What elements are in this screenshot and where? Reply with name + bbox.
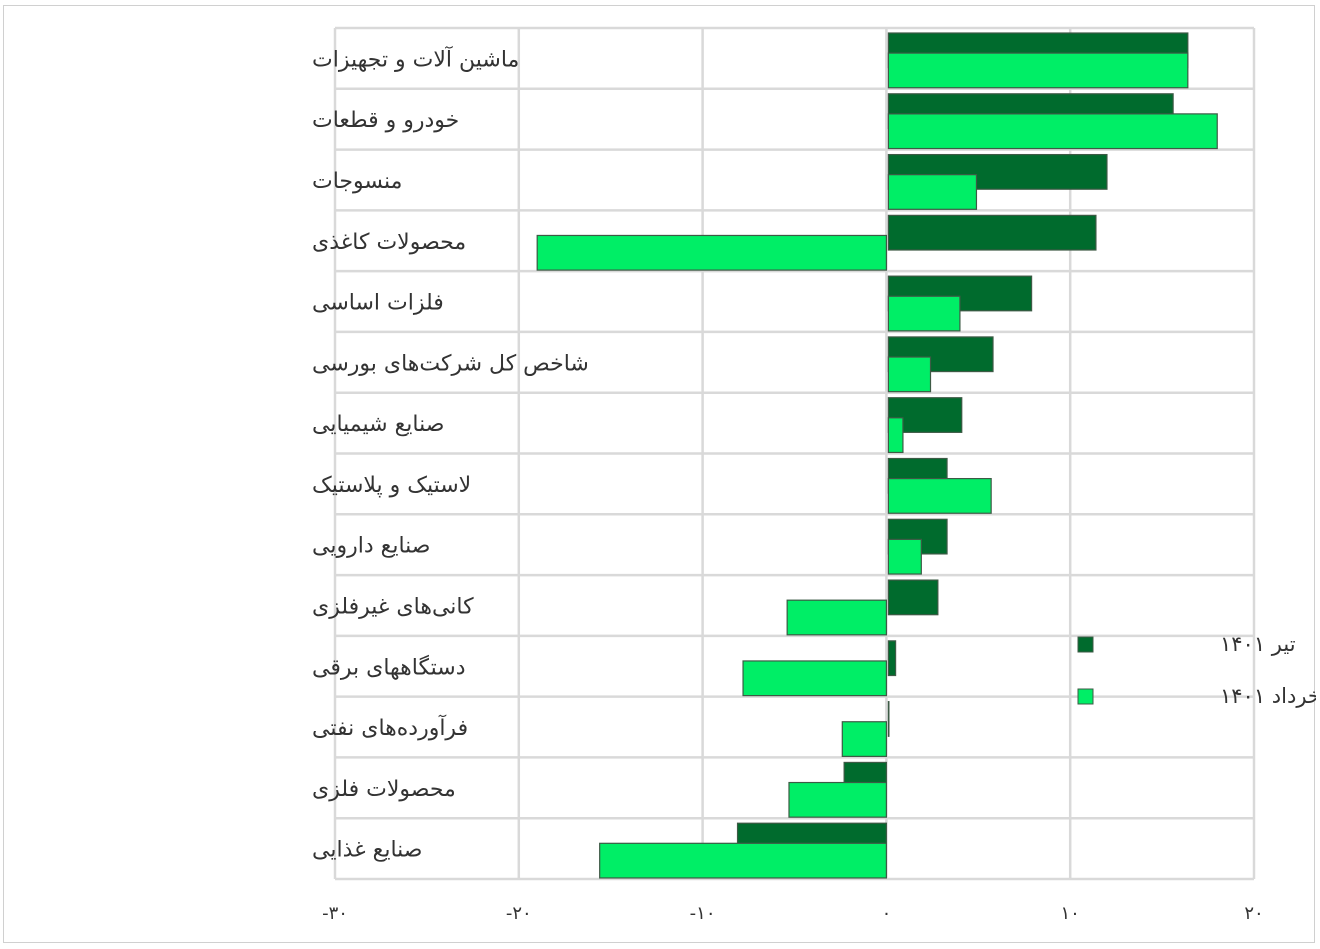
category-label: کانی‌های غیرفلزی (312, 594, 474, 619)
bar-khordad-10 (742, 660, 888, 697)
bar-tir-3 (887, 214, 1097, 251)
bar-tir-10 (887, 640, 897, 677)
category-label: ماشین آلات و تجهیزات (312, 45, 519, 72)
legend-label: خرداد ۱۴۰۱ (1220, 684, 1316, 708)
category-label: صنایع غذایی (312, 838, 422, 863)
legend-swatch (1077, 636, 1094, 653)
x-tick-label: -۳۰ (322, 903, 348, 924)
bar-khordad-4 (887, 295, 961, 332)
bar-khordad-8 (887, 538, 922, 575)
legend: تیر ۱۴۰۱ خرداد ۱۴۰۱ (1077, 632, 1316, 708)
bar-khordad-1 (887, 113, 1218, 150)
bar-chart: ماشین آلات و تجهیزات خودرو و قطعات منسوجات… (312, 26, 1316, 924)
bar-khordad-9 (786, 599, 888, 636)
category-label: دستگاههای برقی (312, 654, 466, 680)
bars (536, 32, 1218, 879)
bar-khordad-11 (841, 721, 888, 757)
bar-khordad-3 (536, 234, 887, 271)
category-label: محصولات کاغذی (312, 230, 466, 255)
bar-khordad-2 (887, 174, 978, 210)
x-tick-label: ۰ (882, 903, 892, 924)
category-label: صنایع شیمیایی (312, 412, 444, 437)
legend-label: تیر ۱۴۰۱ (1220, 632, 1296, 656)
category-label: فلزات اساسی (312, 291, 444, 316)
bar-tir-11 (887, 701, 890, 737)
x-tick-labels: -۳۰ -۲۰ -۱۰ ۰ ۱۰ ۲۰ (322, 903, 1264, 924)
category-label: منسوجات (312, 169, 402, 194)
category-label: لاستیک و پلاستیک (312, 473, 471, 498)
x-tick-label: ۱۰ (1061, 903, 1080, 924)
x-tick-label: ۲۰ (1244, 903, 1263, 924)
legend-swatch (1077, 688, 1094, 705)
chart-frame: ماشین آلات و تجهیزات خودرو و قطعات منسوجات… (3, 5, 1316, 943)
grid (333, 26, 1256, 881)
bar-tir-9 (887, 579, 939, 616)
bar-khordad-0 (887, 52, 1189, 89)
category-label: فرآورده‌های نفتی (312, 714, 468, 741)
bar-khordad-5 (887, 356, 932, 393)
bar-khordad-13 (599, 842, 887, 879)
category-label: شاخص کل شرکت‌های بورسی (312, 351, 589, 376)
bar-khordad-12 (788, 781, 888, 818)
bar-khordad-6 (887, 417, 904, 454)
x-tick-label: -۱۰ (690, 903, 716, 924)
category-labels: ماشین آلات و تجهیزات خودرو و قطعات منسوجات… (312, 45, 589, 862)
category-label: صنایع دارویی (312, 534, 430, 559)
x-tick-label: -۲۰ (506, 903, 532, 924)
category-label: خودرو و قطعات (312, 108, 459, 133)
bar-khordad-7 (887, 477, 992, 514)
category-label: محصولات فلزی (312, 777, 456, 802)
